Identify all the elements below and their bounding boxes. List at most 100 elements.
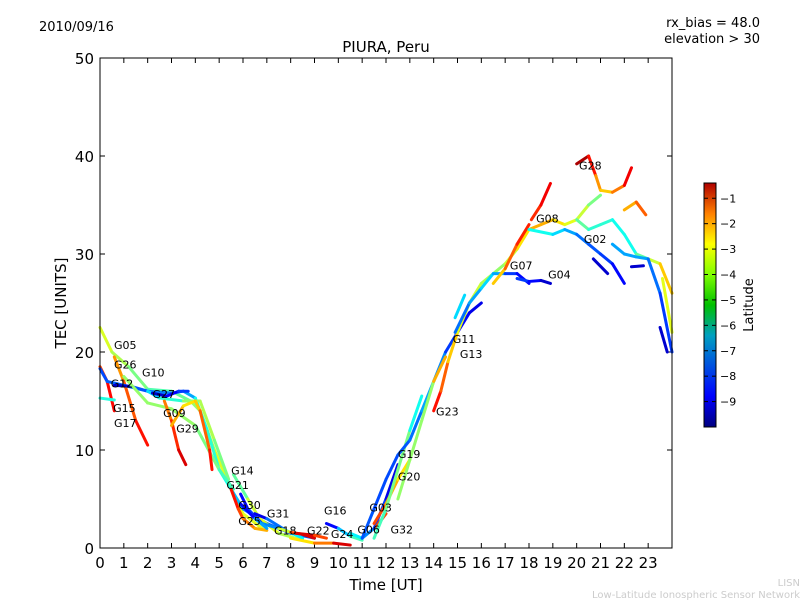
track-segment [551, 218, 567, 227]
colorbar-tick-label: −7 [720, 345, 736, 358]
track-unlabeled-38 [658, 326, 669, 354]
satellite-label: G04 [548, 269, 571, 282]
track-segment [239, 492, 250, 511]
satellite-label: G25 [238, 515, 261, 528]
chart-title: PIURA, Peru [342, 38, 429, 56]
track-segment [360, 507, 376, 540]
track-segment [127, 365, 150, 391]
satellite-label: G10 [142, 367, 165, 380]
track-segment [503, 242, 519, 271]
x-tick-label: 14 [424, 554, 443, 572]
track-segment [527, 228, 555, 236]
track-segment [622, 166, 633, 187]
x-tick-label: 22 [615, 554, 634, 572]
track-segment [599, 188, 614, 194]
satellite-label: G06 [357, 523, 380, 536]
track-unlabeled-37 [629, 264, 645, 269]
satellite-label: G16 [324, 504, 347, 517]
track-segment [324, 522, 340, 530]
satellite-label: G03 [369, 502, 392, 515]
track-segment [239, 502, 257, 521]
satellite-label: G11 [453, 333, 476, 346]
track-segment [594, 174, 602, 192]
x-tick-label: 3 [167, 554, 177, 572]
colorbar-tick-label: −2 [720, 218, 736, 231]
x-tick-label: 4 [191, 554, 201, 572]
watermark-lisn: LISN [778, 578, 800, 589]
colorbar-tick-label: −9 [720, 396, 736, 409]
track-G04 [515, 277, 552, 285]
track-G11 [453, 272, 531, 334]
date-label: 2010/09/16 [39, 20, 114, 35]
track-segment [208, 448, 214, 472]
track-segment [241, 517, 257, 530]
track-segment [110, 350, 131, 369]
track-segment [610, 183, 626, 194]
track-segment [587, 242, 602, 256]
track-segment [98, 367, 109, 383]
track-segment [212, 438, 231, 481]
track-segment [527, 278, 543, 283]
track-segment [332, 541, 352, 547]
y-tick-label: 0 [84, 540, 94, 558]
track-segment [439, 360, 450, 393]
satellite-label: G14 [231, 465, 254, 478]
track-segment [313, 533, 328, 540]
track-segment [539, 181, 552, 207]
x-tick-label: 16 [472, 554, 491, 572]
satellite-label: G09 [163, 407, 186, 420]
y-tick-label: 30 [75, 246, 94, 264]
track-segment [170, 407, 197, 427]
track-segment [453, 301, 471, 334]
track-segment [348, 534, 364, 542]
track-segment [193, 424, 221, 472]
track-unlabeled-27 [453, 293, 467, 320]
track-segment [372, 502, 388, 525]
track-segment [289, 536, 316, 545]
track-segment [98, 326, 114, 354]
track-segment [253, 526, 269, 532]
track-G08 [529, 181, 552, 222]
satellite-label: G13 [460, 348, 483, 361]
x-tick-label: 12 [376, 554, 395, 572]
track-segment [551, 228, 567, 236]
track-segment [253, 512, 269, 521]
track-segment [467, 301, 483, 315]
track-G13 [396, 355, 448, 501]
track-segment [146, 387, 173, 393]
plot-frame [99, 57, 673, 549]
track-G28 [575, 154, 633, 194]
track-segment [408, 419, 424, 462]
track-segment [491, 262, 507, 276]
track-G02 [527, 228, 626, 285]
track-segment [658, 291, 674, 354]
satellite-label: G31 [267, 508, 290, 521]
x-tick-label: 11 [353, 554, 372, 572]
x-tick-label: 17 [496, 554, 515, 572]
x-tick-label: 7 [262, 554, 272, 572]
track-segment [599, 252, 614, 266]
track-segment [587, 154, 598, 178]
track-segment [420, 379, 436, 423]
track-segment [575, 154, 591, 166]
track-segment [591, 257, 610, 276]
y-tick-label: 10 [75, 442, 94, 460]
x-tick-label: 21 [591, 554, 610, 572]
colorbar-tick-label: −6 [720, 319, 736, 332]
track-segment [241, 512, 264, 530]
x-axis-label: Time [UT] [348, 576, 422, 594]
track-segment [575, 203, 591, 222]
colorbar [703, 182, 717, 428]
track-G27 [150, 389, 190, 398]
satellite-label: G28 [579, 160, 602, 173]
track-segment [515, 223, 531, 246]
satellite-label: G26 [114, 359, 137, 372]
track-segment [432, 355, 448, 383]
track-segment [408, 409, 424, 442]
track-G25 [239, 502, 269, 530]
track-segment [112, 355, 126, 383]
track-segment [408, 394, 424, 432]
track-segment [150, 391, 169, 398]
x-tick-label: 0 [95, 554, 105, 572]
